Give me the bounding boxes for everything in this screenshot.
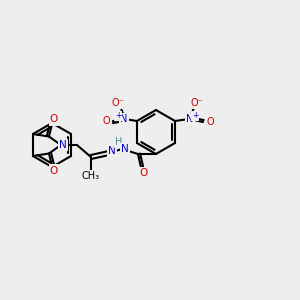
Text: O: O <box>50 115 58 124</box>
Text: O⁻: O⁻ <box>190 98 203 108</box>
Text: N: N <box>120 114 128 124</box>
Text: O: O <box>102 116 110 126</box>
Text: O: O <box>50 166 58 176</box>
Text: +: + <box>115 112 121 121</box>
Text: O⁻: O⁻ <box>112 98 124 108</box>
Text: H: H <box>115 137 123 147</box>
Text: CH₃: CH₃ <box>82 171 100 181</box>
Text: N: N <box>186 114 194 124</box>
Text: N: N <box>108 146 116 156</box>
Text: N: N <box>59 140 67 150</box>
Text: O: O <box>206 117 214 127</box>
Text: N: N <box>121 144 129 154</box>
Text: O: O <box>140 168 148 178</box>
Text: +: + <box>192 112 198 121</box>
